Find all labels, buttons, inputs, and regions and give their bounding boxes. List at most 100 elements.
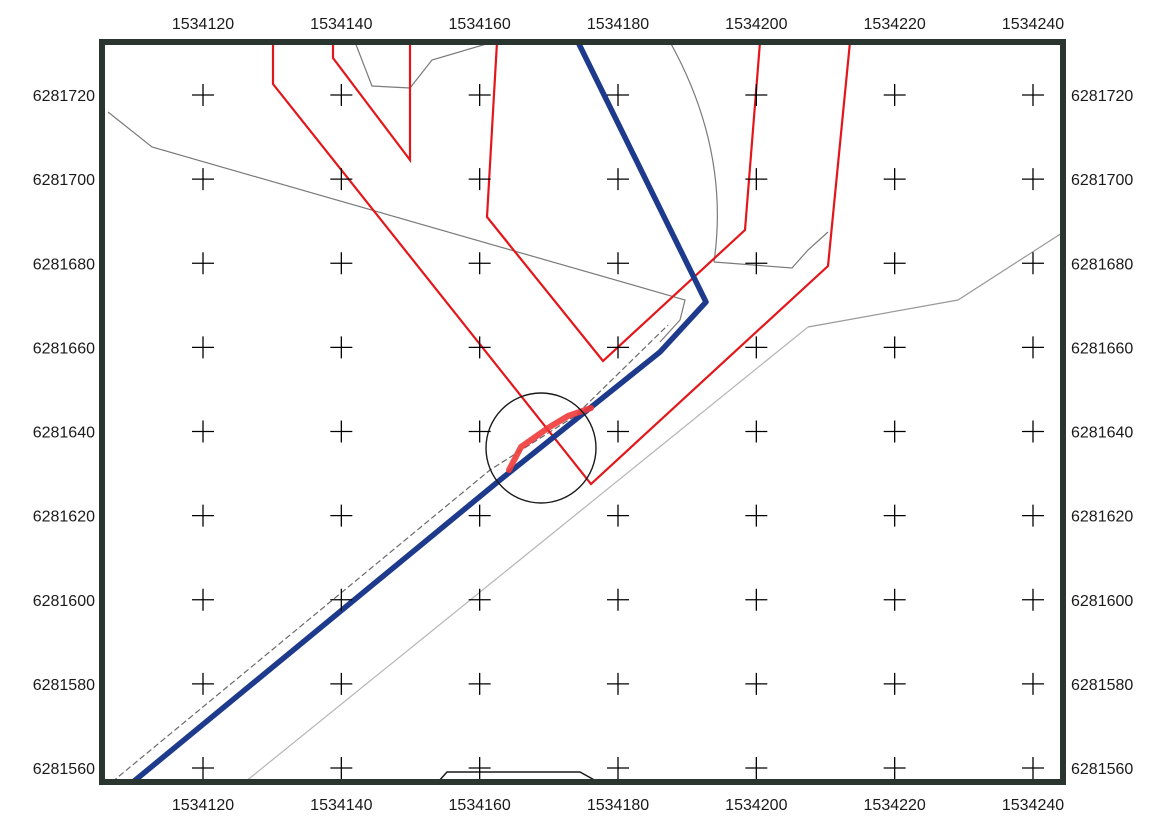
parcel-outline-west[interactable]	[271, 42, 852, 486]
y-tick-label-left: 6281680	[33, 256, 95, 273]
grid-cross-mark	[192, 672, 214, 695]
building-outline	[437, 771, 599, 782]
grid-cross-mark	[468, 757, 491, 779]
grid-cross-mark	[192, 757, 214, 779]
x-tick-label-top: 1534220	[864, 16, 926, 33]
background-linework	[107, 42, 1063, 782]
grid-cross-mark	[745, 504, 768, 527]
map-frame	[99, 39, 1066, 785]
curved-boundary-line	[669, 42, 718, 263]
grid-cross-mark	[607, 672, 629, 695]
grid-cross-mark	[745, 84, 768, 106]
y-axis-right-tick-labels: 6281720 6281700 6281680 6281660 6281640 62816…	[1071, 88, 1133, 778]
y-tick-label-right: 6281660	[1071, 340, 1133, 357]
grid-cross-mark	[883, 420, 906, 443]
grid-cross-mark	[883, 252, 906, 275]
grid-cross-mark	[192, 420, 214, 443]
y-tick-label-left: 6281580	[33, 677, 95, 694]
grid-cross-mark	[192, 336, 214, 359]
grid-cross-mark	[745, 336, 768, 359]
grid-cross-mark	[330, 84, 353, 106]
y-tick-label-right: 6281580	[1071, 677, 1133, 694]
grid-cross-mark	[468, 252, 491, 275]
grid-cross-mark	[607, 252, 629, 275]
grid-cross-mark	[883, 757, 906, 779]
x-tick-label-top: 1534240	[1002, 16, 1064, 33]
grid-cross-mark	[883, 504, 906, 527]
grid-cross-mark	[1022, 588, 1044, 611]
kerb-line	[111, 324, 669, 782]
grid-cross-mark	[607, 84, 629, 106]
parcel-outline-central[interactable]	[485, 42, 762, 363]
grid-cross-mark	[1022, 252, 1044, 275]
y-tick-label-right: 6281700	[1071, 172, 1133, 189]
grid-cross-mark	[745, 672, 768, 695]
grid-cross-mark	[745, 252, 768, 275]
grid-cross-mark	[745, 168, 768, 191]
y-tick-label-left: 6281660	[33, 340, 95, 357]
grid-cross-mark	[883, 84, 906, 106]
y-tick-label-left: 6281560	[33, 761, 95, 778]
grid-cross-mark	[1022, 168, 1044, 191]
grid-cross-mark	[607, 420, 629, 443]
road-line-upper	[354, 42, 494, 89]
x-tick-label-top: 1534200	[725, 16, 787, 33]
y-axis-left-tick-labels: 6281720 6281700 6281680 6281660 6281640 62816…	[33, 88, 95, 778]
grid-cross-mark	[883, 672, 906, 695]
road-line-southeast	[244, 326, 809, 782]
grid-cross-mark	[330, 420, 353, 443]
x-tick-label-bottom: 1534120	[172, 797, 234, 814]
check-circle[interactable]	[485, 392, 597, 504]
grid-cross-mark	[883, 336, 906, 359]
grid-cross-mark	[192, 84, 214, 106]
grid-cross-mark	[1022, 420, 1044, 443]
y-tick-label-left: 6281640	[33, 425, 95, 442]
x-tick-label-bottom: 1534160	[449, 797, 511, 814]
x-axis-bottom-tick-labels: 1534120 1534140 1534160 1534180 1534200 15342…	[172, 797, 1064, 814]
grid-cross-mark	[468, 672, 491, 695]
x-tick-label-top: 1534180	[587, 16, 649, 33]
y-tick-label-right: 6281600	[1071, 593, 1133, 610]
road-line-far-east	[807, 232, 1063, 328]
grid-cross-mark	[1022, 757, 1044, 779]
y-tick-label-left: 6281720	[33, 88, 95, 105]
x-tick-label-bottom: 1534200	[725, 797, 787, 814]
x-axis-top-tick-labels: 1534120 1534140 1534160 1534180 1534200 15342…	[172, 16, 1064, 33]
x-tick-label-bottom: 1534220	[864, 797, 926, 814]
grid-cross-mark	[1022, 336, 1044, 359]
grid-cross-mark	[745, 588, 768, 611]
highlighted-segment[interactable]	[506, 405, 594, 473]
grid-cross-mark	[192, 504, 214, 527]
x-tick-label-top: 1534160	[449, 16, 511, 33]
grid-cross-mark	[468, 168, 491, 191]
x-tick-label-top: 1534120	[172, 16, 234, 33]
grid-cross-mark	[1022, 84, 1044, 106]
road-line-north	[107, 111, 686, 343]
grid-cross-mark	[192, 588, 214, 611]
route-line[interactable]	[130, 42, 709, 782]
grid-cross-mark	[330, 588, 353, 611]
y-tick-label-right: 6281560	[1071, 761, 1133, 778]
y-tick-label-left: 6281700	[33, 172, 95, 189]
grid-cross-mark	[607, 588, 629, 611]
grid-cross-mark	[468, 84, 491, 106]
x-tick-label-top: 1534140	[310, 16, 372, 33]
grid-cross-mark	[468, 588, 491, 611]
grid-cross-mark	[330, 168, 353, 191]
parcel-outline-narrow[interactable]	[331, 42, 412, 164]
parcel-outlines	[271, 42, 852, 486]
y-tick-label-right: 6281640	[1071, 425, 1133, 442]
grid-cross-mark	[883, 588, 906, 611]
grid-cross-mark	[192, 252, 214, 275]
x-tick-label-bottom: 1534180	[587, 797, 649, 814]
grid-cross-mark	[468, 420, 491, 443]
y-tick-label-left: 6281600	[33, 593, 95, 610]
y-tick-label-left: 6281620	[33, 509, 95, 526]
y-tick-label-right: 6281620	[1071, 509, 1133, 526]
grid-crosses	[192, 84, 1044, 779]
grid-cross-mark	[607, 504, 629, 527]
grid-cross-mark	[607, 168, 629, 191]
grid-cross-mark	[745, 757, 768, 779]
road-line-east	[713, 231, 829, 269]
